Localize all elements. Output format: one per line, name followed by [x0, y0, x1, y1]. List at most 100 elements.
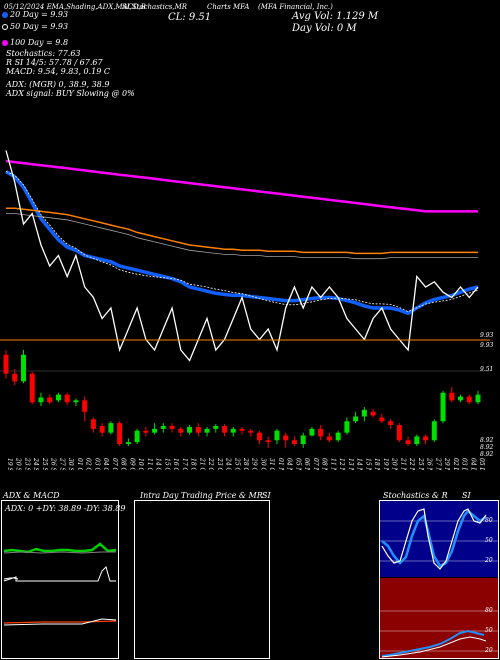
intraday-panel — [134, 500, 270, 659]
candle-body — [12, 373, 18, 382]
candle-body — [213, 426, 219, 429]
date-tick-label: 05 Nov — [294, 458, 301, 470]
candle — [353, 411, 359, 424]
date-tick-label: 19 Nov — [382, 458, 389, 470]
candle — [423, 434, 429, 445]
date-tick-label: 20 Nov — [391, 457, 398, 470]
candle — [64, 392, 70, 406]
sma-line-a — [6, 213, 478, 260]
date-tick-label: 12 Nov — [338, 458, 345, 470]
candle-body — [458, 396, 464, 401]
rsi-background — [380, 578, 498, 658]
candle-body — [309, 428, 315, 436]
candle-body — [90, 419, 96, 429]
ema20-label: 20 Day = 9.93 — [10, 10, 69, 19]
axis-low-b: 8.92 — [480, 444, 494, 451]
candle-body — [414, 436, 420, 445]
date-tick-label: 17 Oct — [181, 458, 188, 470]
ema-100-line — [5, 159, 478, 213]
date-tick-label: 25 Oct — [233, 457, 240, 470]
date-tick-label: 21 Nov — [399, 457, 406, 470]
date-tick-label: 21 Oct — [198, 457, 205, 470]
date-tick-label: 11 Nov — [329, 458, 336, 470]
stochastics-plot — [380, 501, 498, 658]
date-tick-label: 26 Sep — [50, 457, 57, 470]
rsi-label: R SI 14/5: 57.78 / 67.67 — [6, 58, 103, 67]
stoch-level-label-80: 80 — [485, 517, 493, 524]
date-tick-label: 20 Sep — [15, 457, 22, 470]
stoch-panel-title: Stochastics & R — [383, 491, 448, 500]
date-tick-label: 15 Oct — [163, 458, 170, 470]
candle — [230, 426, 236, 437]
candle-body — [423, 436, 429, 441]
date-tick-label: 24 Sep — [32, 457, 39, 470]
candle-body — [353, 416, 359, 422]
date-tick-label: 14 Nov — [356, 458, 363, 470]
date-tick-label: 26 Nov — [426, 457, 433, 470]
candle-body — [431, 421, 437, 441]
candle — [274, 428, 280, 445]
date-tick-label: 24 Oct — [225, 457, 232, 470]
date-tick-label: 03 Oct — [93, 458, 100, 470]
date-tick-label: 31 Oct — [268, 458, 275, 470]
rsi-level-label-20: 20 — [485, 647, 493, 654]
main-price-chart: 19 Sep 20 Sep 23 Sep 24 Sep 25 Sep 26 Sep 27 S… — [0, 150, 490, 470]
candle — [335, 430, 341, 443]
date-tick-label: 27 Sep — [58, 457, 65, 470]
cl-label: CL: 9.51 — [168, 12, 212, 23]
date-tick-label: 01 Nov — [277, 458, 284, 470]
candle-body — [160, 426, 166, 429]
candle — [388, 419, 394, 429]
ema-20-line — [5, 169, 479, 316]
date-tick-label: 10 Oct — [137, 458, 144, 470]
candle — [396, 423, 402, 443]
candle-body — [335, 432, 341, 441]
ema-50-line — [6, 207, 478, 255]
candle-body — [152, 428, 158, 433]
date-tick-label: 22 Nov — [408, 457, 415, 470]
axis-top-a: 9.93 — [480, 332, 494, 339]
date-tick-label: 27 Nov — [434, 457, 441, 470]
candle-body — [475, 394, 481, 403]
candle-body — [466, 396, 472, 403]
adx-line — [3, 542, 117, 554]
candle — [213, 424, 219, 433]
candle — [82, 396, 88, 422]
candle — [143, 426, 149, 437]
sma-line-b — [5, 171, 479, 313]
date-tick-label: 08 Oct — [120, 458, 127, 470]
stochastics-panel: 80 50 20 80 50 20 — [379, 500, 499, 659]
date-tick-label: 25 Nov — [417, 457, 424, 470]
adx-signal-line — [3, 551, 116, 554]
header-company: (MFA Financial, Inc.) — [258, 3, 333, 11]
candle — [12, 369, 18, 386]
date-tick-label: 23 Sep — [24, 457, 31, 470]
candle — [370, 408, 376, 418]
candle — [309, 426, 315, 437]
candle — [29, 371, 35, 405]
header-chart-type: Charts MFA — [207, 3, 250, 11]
candle — [440, 390, 446, 424]
stoch-d-line — [381, 508, 487, 570]
macd-histogram-area — [2, 611, 118, 658]
macd-hist-signal — [3, 618, 117, 626]
date-tick-label: 07 Nov — [312, 458, 319, 470]
candle — [414, 434, 420, 446]
ema50-swatch — [2, 24, 8, 30]
date-tick-label: 06 Nov — [303, 458, 310, 470]
candle-body — [379, 417, 385, 422]
candle-body — [239, 428, 245, 431]
rsi-line — [381, 629, 485, 657]
intraday-si-label: SI — [262, 491, 271, 500]
candle-body — [283, 435, 289, 441]
ema100-swatch — [2, 40, 8, 46]
candle-body — [38, 397, 44, 403]
date-tick-label: 09 Oct — [128, 458, 135, 470]
ema50-label: 50 Day = 9.93 — [10, 22, 69, 31]
candle-body — [47, 397, 53, 403]
date-tick-label: 04 Oct — [102, 458, 109, 470]
date-tick-label: 04 Nov — [286, 458, 293, 470]
date-tick-label: 29 Nov — [443, 457, 450, 470]
candle — [73, 398, 79, 407]
candle — [47, 394, 53, 405]
